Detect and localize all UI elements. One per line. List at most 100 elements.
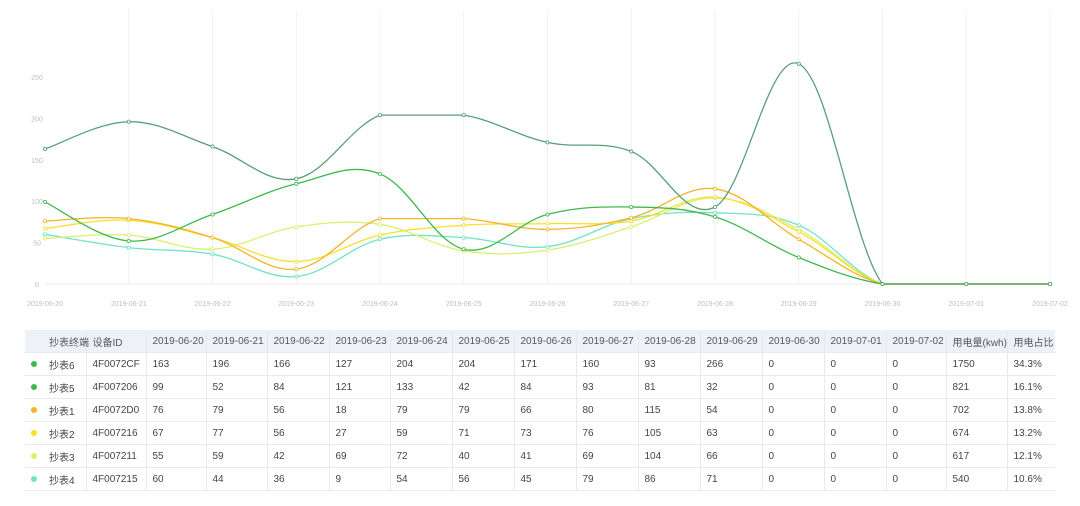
table-cell: 79: [576, 467, 639, 491]
series-line: [44, 62, 1050, 285]
data-point: [545, 248, 550, 253]
table-cell: 71: [452, 421, 515, 445]
table-header-cell: 抄表终端: [25, 330, 89, 353]
data-point: [964, 281, 969, 286]
table-cell: 204: [452, 352, 515, 376]
table-cell: 10.6%: [1007, 467, 1055, 491]
table-cell: 56: [452, 467, 515, 491]
data-point: [126, 238, 131, 243]
data-point: [796, 229, 801, 234]
table-cell: 84: [267, 375, 330, 399]
table-cell: 166: [267, 352, 330, 376]
data-table-container: 抄表终端 设备ID 2019-06-20 2019-06-21 2019-06-22 20…: [25, 330, 1055, 491]
table-cell: 133: [390, 375, 453, 399]
table-cell: 69: [329, 444, 391, 468]
data-point: [43, 219, 48, 224]
table-cell: 79: [452, 398, 515, 422]
table-cell: 13.2%: [1007, 421, 1055, 445]
data-point: [629, 215, 634, 220]
table-header-cell: 2019-06-26: [514, 330, 577, 353]
table-cell: 702: [946, 398, 1008, 422]
table-cell: 54: [390, 467, 453, 491]
data-point: [43, 236, 48, 241]
x-tick-label: 2019-06-20: [27, 301, 63, 308]
table-cell: 9: [329, 467, 391, 491]
y-tick-label: 150: [31, 158, 43, 165]
table-cell: 77: [206, 421, 268, 445]
data-point: [461, 113, 466, 118]
table-cell: 171: [514, 352, 577, 376]
table-cell: 0: [824, 444, 887, 468]
data-point: [377, 237, 382, 242]
data-point: [43, 200, 48, 205]
data-point: [796, 255, 801, 260]
x-tick-label: 2019-06-25: [446, 301, 482, 308]
data-point: [545, 221, 550, 226]
table-cell: 44: [206, 467, 268, 491]
table-header-cell: 2019-06-30: [762, 330, 825, 353]
table-cell: 0: [824, 352, 887, 376]
data-point: [294, 224, 299, 229]
data-point: [377, 171, 382, 176]
table-cell: 0: [762, 375, 825, 399]
table-header-cell: 2019-06-24: [390, 330, 453, 353]
table-cell: 32: [700, 375, 763, 399]
data-point: [126, 233, 131, 238]
data-point: [461, 235, 466, 240]
table-row: 抄表2 4F007216 67 77 56 27 59 71 73 76 105 63 0 0 0 674 13…: [25, 421, 1055, 445]
table-cell: 121: [329, 375, 391, 399]
data-table: 抄表终端 设备ID 2019-06-20 2019-06-21 2019-06-22 20…: [25, 330, 1055, 491]
table-header-cell: 2019-06-29: [700, 330, 763, 353]
data-point: [545, 227, 550, 232]
data-point: [713, 210, 718, 215]
table-cell: 抄表1: [43, 398, 87, 422]
data-point: [629, 219, 634, 224]
data-point: [210, 144, 215, 149]
data-point: [796, 61, 801, 66]
table-cell: 42: [452, 375, 515, 399]
table-cell: 66: [514, 398, 577, 422]
table-cell: 0: [886, 444, 947, 468]
table-cell: 0: [824, 467, 887, 491]
table-header-cell: 用电量(kwh): [946, 330, 1008, 353]
table-cell: 59: [206, 444, 268, 468]
table-cell: 抄表4: [43, 467, 87, 491]
data-point: [629, 149, 634, 154]
data-point: [377, 113, 382, 118]
table-cell: 115: [638, 398, 701, 422]
table-cell: 67: [146, 421, 207, 445]
row-color-marker: [25, 421, 43, 445]
table-cell: 84: [514, 375, 577, 399]
table-header-cell: 2019-06-21: [206, 330, 268, 353]
data-point: [461, 223, 466, 228]
data-point: [43, 232, 48, 237]
table-cell: 73: [514, 421, 577, 445]
table-cell: 160: [576, 352, 639, 376]
x-tick-label: 2019-06-27: [613, 301, 649, 308]
table-cell: 12.1%: [1007, 444, 1055, 468]
table-cell: 4F007215: [86, 467, 147, 491]
table-header-cell: 2019-06-28: [638, 330, 701, 353]
table-cell: 0: [824, 375, 887, 399]
data-point: [210, 247, 215, 252]
table-cell: 99: [146, 375, 207, 399]
table-cell: 抄表2: [43, 421, 87, 445]
table-cell: 0: [762, 352, 825, 376]
x-tick-label: 2019-07-02: [1032, 301, 1068, 308]
table-cell: 4F0072CF: [86, 352, 147, 376]
data-point: [545, 140, 550, 145]
table-cell: 抄表5: [43, 375, 87, 399]
table-cell: 55: [146, 444, 207, 468]
table-cell: 540: [946, 467, 1008, 491]
table-cell: 60: [146, 467, 207, 491]
table-cell: 69: [576, 444, 639, 468]
data-point: [629, 204, 634, 209]
table-cell: 81: [638, 375, 701, 399]
table-cell: 76: [146, 398, 207, 422]
x-tick-label: 2019-06-28: [697, 301, 733, 308]
data-point: [629, 224, 634, 229]
table-cell: 0: [824, 421, 887, 445]
table-cell: 105: [638, 421, 701, 445]
table-header-cell: 设备ID: [86, 330, 147, 353]
data-point: [796, 223, 801, 228]
